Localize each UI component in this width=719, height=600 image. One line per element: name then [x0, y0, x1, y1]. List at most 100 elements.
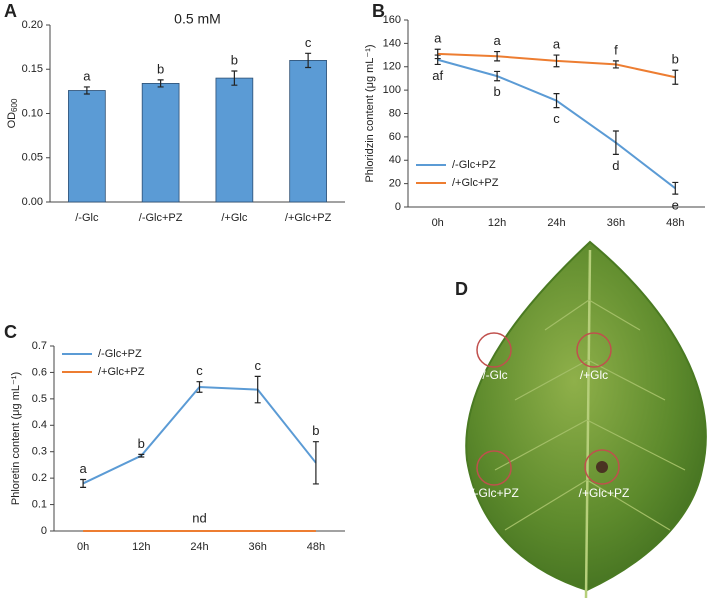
x-tick-label: 48h — [666, 217, 684, 229]
error-bar — [494, 70, 501, 82]
y-tick-label: 0.00 — [22, 196, 43, 208]
y-label-text: OD — [6, 112, 18, 129]
significance-letter: a — [79, 461, 87, 476]
significance-letter: c — [305, 35, 312, 50]
error-bar — [83, 86, 90, 95]
y-tick-label: 0.10 — [22, 107, 43, 119]
spot-circle — [476, 450, 512, 486]
x-tick-label: 0h — [77, 541, 89, 553]
y-tick-label: 0.4 — [32, 419, 47, 431]
spot-circle — [584, 449, 620, 485]
error-bar — [305, 52, 312, 69]
significance-letter: f — [614, 42, 618, 57]
significance-letter: b — [493, 84, 500, 99]
significance-letter: a — [553, 37, 561, 52]
error-bar — [612, 60, 619, 69]
legend-label: /-Glc+PZ — [98, 348, 142, 360]
y-tick-label: 40 — [389, 154, 401, 166]
legend-label: /+Glc+PZ — [452, 177, 499, 189]
spot-label: /+Glc — [580, 368, 608, 382]
lesion — [596, 461, 608, 473]
significance-letter: c — [254, 358, 261, 373]
error-bar — [672, 69, 679, 85]
x-tick-label: 48h — [307, 541, 325, 553]
y-tick-label: 120 — [383, 61, 401, 73]
error-bar — [312, 441, 319, 485]
y-label-sub: 600 — [10, 98, 19, 112]
y-tick-label: 0.5 — [32, 393, 47, 405]
error-bar — [157, 79, 164, 88]
significance-letter: a — [83, 68, 91, 83]
x-tick-label: /-Glc+PZ — [139, 212, 183, 224]
error-bar — [254, 375, 261, 404]
bar — [141, 83, 180, 203]
leaf-photo: /-Glc /+Glc /-Glc+PZ /+Glc+PZ D — [455, 240, 707, 599]
error-bar — [231, 70, 238, 86]
panel-label: A — [4, 1, 17, 21]
y-tick-label: 160 — [383, 14, 401, 26]
y-label-text: Phloretin content (μg mL⁻¹) — [10, 372, 22, 505]
y-tick-label: 20 — [389, 178, 401, 190]
panel-label: C — [4, 322, 17, 342]
y-tick-label: 0.3 — [32, 446, 47, 458]
y-tick-label: 0 — [395, 201, 401, 213]
bar — [215, 77, 254, 203]
significance-letter: a — [434, 31, 442, 46]
error-bar — [494, 50, 501, 62]
x-tick-label: 12h — [488, 217, 506, 229]
x-tick-label: 24h — [190, 541, 208, 553]
significance-letter: b — [138, 436, 145, 451]
midrib — [584, 249, 592, 599]
panel-label: D — [455, 279, 468, 299]
y-label-text: Phloridzin content (μg mL⁻¹) — [364, 44, 376, 182]
annotation: nd — [192, 510, 206, 525]
chart-title: 0.5 mM — [174, 11, 221, 27]
spot-circle — [576, 332, 612, 368]
significance-letter: c — [196, 363, 203, 378]
spot-label: /-Glc — [482, 368, 507, 382]
y-tick-label: 0.7 — [32, 340, 47, 352]
y-tick-label: 0 — [41, 525, 47, 537]
error-bar — [138, 453, 145, 458]
significance-letter: c — [553, 111, 560, 126]
x-tick-label: 0h — [432, 217, 444, 229]
x-tick-label: /+Glc — [221, 212, 247, 224]
y-tick-label: 0.05 — [22, 152, 43, 164]
legend-label: /+Glc+PZ — [98, 366, 145, 378]
y-axis-label: Phloretin content (μg mL⁻¹) — [10, 372, 22, 505]
spot-circle — [476, 332, 512, 368]
y-tick-label: 60 — [389, 131, 401, 143]
error-bar — [196, 381, 203, 393]
y-tick-label: 0.6 — [32, 366, 47, 378]
error-bar — [80, 478, 87, 488]
y-tick-label: 0.2 — [32, 472, 47, 484]
x-tick-label: 36h — [249, 541, 267, 553]
error-bar — [434, 48, 441, 60]
y-tick-label: 140 — [383, 37, 401, 49]
significance-letter: d — [612, 158, 619, 173]
spot-label: /-Glc+PZ — [471, 486, 519, 500]
significance-letter: b — [231, 52, 238, 67]
x-tick-label: /+Glc+PZ — [285, 212, 332, 224]
y-axis-label: OD600 — [6, 98, 19, 128]
x-tick-label: 36h — [607, 217, 625, 229]
error-bar — [553, 93, 560, 109]
y-axis-label: Phloridzin content (μg mL⁻¹) — [364, 44, 376, 182]
significance-letter: b — [157, 61, 164, 76]
veins — [494, 299, 686, 531]
significance-letter: b — [312, 423, 319, 438]
y-tick-label: 0.15 — [22, 63, 43, 75]
bar — [289, 60, 327, 203]
error-bar — [672, 181, 679, 195]
bar — [68, 90, 106, 203]
y-tick-label: 80 — [389, 107, 401, 119]
x-tick-label: 12h — [132, 541, 150, 553]
error-bar — [612, 130, 619, 156]
y-tick-label: 100 — [383, 84, 401, 96]
panel-label: B — [372, 1, 385, 21]
significance-letter: b — [672, 52, 679, 67]
significance-letter: e — [672, 198, 679, 213]
significance-letter: a — [493, 33, 501, 48]
legend-label: /-Glc+PZ — [452, 159, 496, 171]
